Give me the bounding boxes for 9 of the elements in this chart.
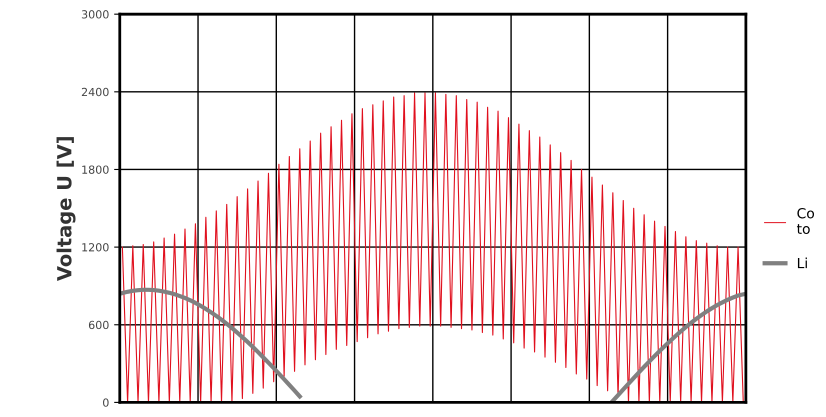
y-tick-label: 1800 bbox=[82, 165, 109, 174]
legend-label: Co to bbox=[796, 208, 814, 234]
y-tick-label: 600 bbox=[88, 320, 109, 330]
legend-label: Li bbox=[798, 258, 807, 268]
y-axis-title: Voltage U [V] bbox=[56, 137, 76, 282]
y-tick-label: 2400 bbox=[82, 88, 109, 96]
y-tick-label: 1200 bbox=[82, 243, 109, 252]
y-tick-label: 3000 bbox=[82, 10, 109, 19]
y-tick-label: 0 bbox=[103, 398, 109, 407]
